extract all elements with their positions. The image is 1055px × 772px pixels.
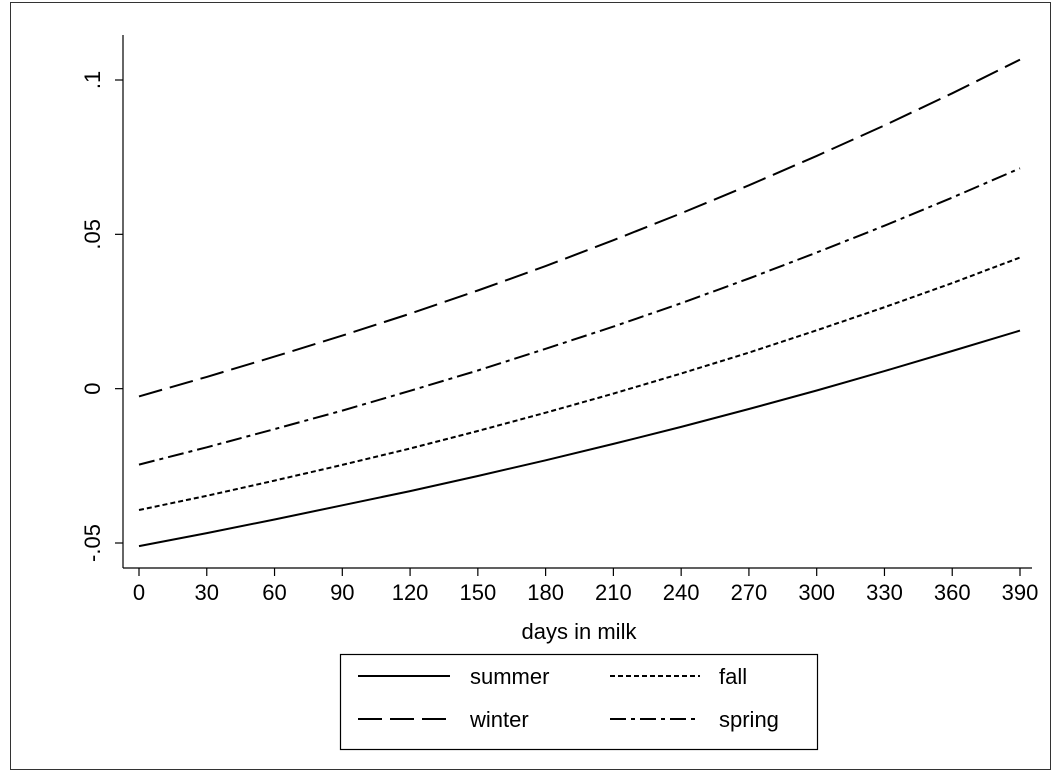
y-tick-label: 0 — [80, 383, 105, 395]
y-tick-label: -.05 — [80, 524, 105, 562]
plot-area — [138, 58, 1021, 548]
axes: 0 30 60 90 120 150 180 210 240 270 300 330 360 390 -.0… — [80, 35, 1038, 605]
y-tick-label: .05 — [80, 219, 105, 250]
x-tick-label: 300 — [798, 580, 835, 605]
outer-frame — [10, 2, 1051, 770]
series-line-summer — [138, 329, 1021, 548]
x-tick-label: 240 — [663, 580, 700, 605]
series-line-fall — [138, 256, 1021, 511]
legend-label-fall: fall — [719, 664, 747, 689]
legend-label-spring: spring — [719, 707, 779, 732]
x-tick-label: 30 — [195, 580, 219, 605]
legend: summer fall winter spring — [339, 653, 819, 751]
x-tick-label: 210 — [595, 580, 632, 605]
series-line-winter — [138, 58, 1021, 398]
x-tick-label: 120 — [392, 580, 429, 605]
x-tick-label: 90 — [330, 580, 354, 605]
x-tick-label: 180 — [527, 580, 564, 605]
x-tick-label: 360 — [934, 580, 971, 605]
x-tick-label: 390 — [1002, 580, 1039, 605]
x-tick-label: 0 — [133, 580, 145, 605]
legend-label-summer: summer — [470, 664, 549, 689]
series-line-spring — [138, 167, 1021, 466]
y-tick-label: .1 — [80, 71, 105, 89]
x-tick-label: 270 — [731, 580, 768, 605]
x-tick-label: 150 — [459, 580, 496, 605]
legend-label-winter: winter — [469, 707, 529, 732]
x-tick-label: 60 — [262, 580, 286, 605]
x-tick-label: 330 — [866, 580, 903, 605]
x-axis-title: days in milk — [522, 619, 638, 644]
legend-box — [339, 653, 819, 751]
